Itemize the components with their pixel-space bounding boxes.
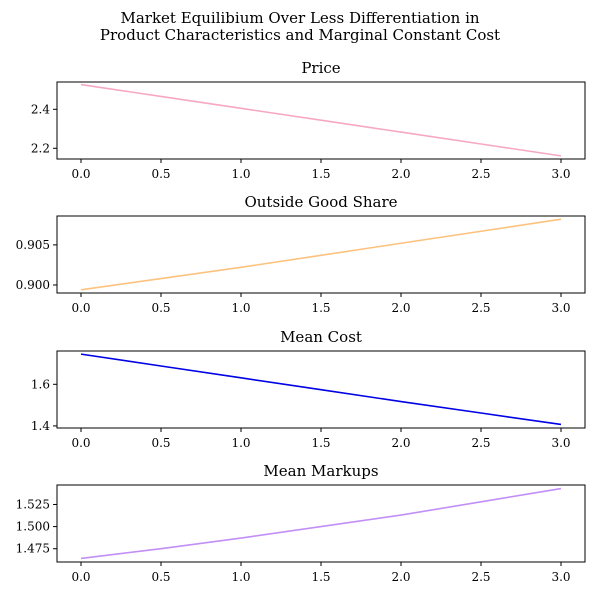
x-tick-label: 1.5 xyxy=(311,436,330,450)
x-tick-label: 0.5 xyxy=(151,301,170,315)
x-tick-label: 1.5 xyxy=(311,167,330,181)
y-tick-label: 0.905 xyxy=(16,238,50,252)
x-tick-label: 2.5 xyxy=(471,167,490,181)
x-tick-label: 2.0 xyxy=(391,436,410,450)
panel-title-mean-cost: Mean Cost xyxy=(280,328,362,346)
panel-mean-cost: Mean Cost 0.0 0.5 1.0 1.5 2.0 2.5 3.0 1.4 1.6 xyxy=(31,328,586,450)
x-tick-label: 2.5 xyxy=(471,301,490,315)
panel-title-outside-good-share: Outside Good Share xyxy=(244,193,397,211)
x-tick-label: 0.0 xyxy=(71,436,90,450)
x-tick-label: 0.0 xyxy=(71,570,90,584)
x-tick-label: 1.5 xyxy=(311,570,330,584)
panel-title-price: Price xyxy=(301,59,340,77)
y-tick-label: 1.500 xyxy=(16,520,50,534)
x-tick-label: 1.5 xyxy=(311,301,330,315)
x-tick-label: 3.0 xyxy=(551,167,570,181)
figure-title-line-2: Product Characteristics and Marginal Con… xyxy=(100,26,500,44)
x-tick-label: 2.0 xyxy=(391,167,410,181)
x-tick-label: 2.0 xyxy=(391,301,410,315)
y-tick-label: 1.6 xyxy=(31,377,50,391)
series-line-outside-good-share xyxy=(80,218,562,291)
x-tick-label: 3.0 xyxy=(551,570,570,584)
x-tick-label: 3.0 xyxy=(551,301,570,315)
x-tick-label: 2.0 xyxy=(391,570,410,584)
y-tick-label: 1.4 xyxy=(31,419,50,433)
panel-outside-good-share: Outside Good Share 0.0 0.5 1.0 1.5 2.0 2.5 3.0 0… xyxy=(16,193,586,315)
subplots: Price 0.0 0.5 1.0 1.5 2.0 2.5 3.0 2.2 2.4 Outside … xyxy=(16,59,586,584)
panel-mean-markups: Mean Markups 0.0 0.5 1.0 1.5 2.0 2.5 3.0 1.475 1.… xyxy=(16,462,586,584)
axes-frame-mean-markups xyxy=(56,484,586,563)
panel-title-mean-markups: Mean Markups xyxy=(263,462,378,480)
y-tick-label: 2.4 xyxy=(31,102,50,116)
x-tick-label: 1.0 xyxy=(231,167,250,181)
x-tick-label: 0.5 xyxy=(151,570,170,584)
x-tick-label: 2.5 xyxy=(471,570,490,584)
figure-title-line-1: Market Equilibium Over Less Differentiat… xyxy=(120,9,479,27)
series-line-mean-markups xyxy=(80,487,562,560)
y-tick-label: 1.475 xyxy=(16,542,50,556)
x-tick-label: 0.0 xyxy=(71,301,90,315)
x-tick-label: 0.5 xyxy=(151,167,170,181)
x-tick-label: 1.0 xyxy=(231,436,250,450)
x-tick-label: 1.0 xyxy=(231,570,250,584)
x-tick-label: 2.5 xyxy=(471,436,490,450)
series-line-mean-cost xyxy=(80,353,562,426)
y-tick-label: 1.525 xyxy=(16,497,50,511)
panel-price: Price 0.0 0.5 1.0 1.5 2.0 2.5 3.0 2.2 2.4 xyxy=(31,59,586,181)
y-tick-label: 0.900 xyxy=(16,278,50,292)
x-tick-label: 0.0 xyxy=(71,167,90,181)
y-tick-label: 2.2 xyxy=(31,141,50,155)
x-tick-label: 1.0 xyxy=(231,301,250,315)
x-tick-label: 3.0 xyxy=(551,436,570,450)
x-tick-label: 0.5 xyxy=(151,436,170,450)
